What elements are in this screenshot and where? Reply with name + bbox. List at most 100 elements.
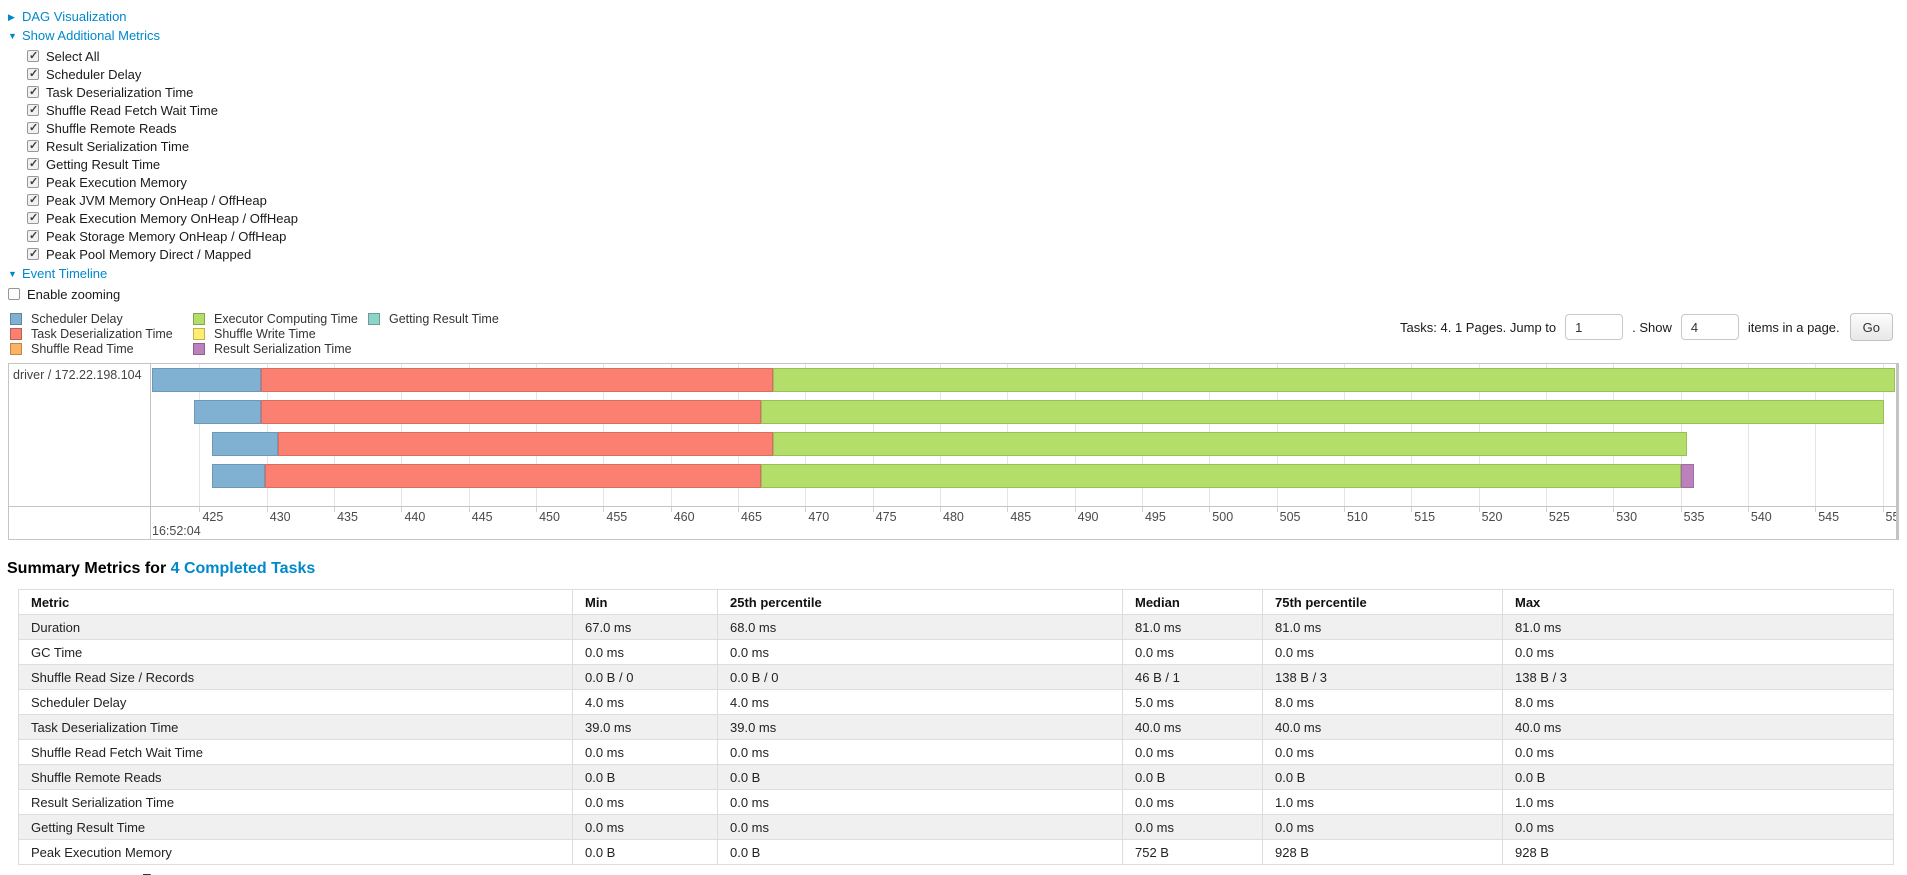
summary-value-cell: 138 B / 3 — [1502, 664, 1894, 690]
summary-value-cell: 0.0 B — [572, 839, 718, 865]
items-per-page-input[interactable] — [1680, 314, 1739, 340]
summary-value-cell: 0.0 B / 0 — [572, 664, 718, 690]
axis-tick-mark — [1613, 507, 1615, 512]
axis-tick-mark — [738, 507, 740, 512]
summary-table-row: Getting Result Time 0.0 ms 0.0 ms 0.0 ms 0.0… — [18, 814, 1894, 840]
axis-tick-mark — [1007, 507, 1009, 512]
task-segment-task-deserialization[interactable] — [265, 464, 761, 488]
summary-value-cell: 39.0 ms — [717, 714, 1123, 740]
gridline — [199, 364, 201, 506]
axis-tick-mark — [1478, 507, 1480, 512]
getting-result-swatch-icon — [368, 312, 380, 325]
metric-checkbox[interactable] — [27, 139, 39, 152]
metric-checkbox-row[interactable]: Peak Pool Memory Direct / Mapped — [27, 245, 1907, 263]
task-segment-result-serialization[interactable] — [1680, 464, 1695, 488]
axis-tick-label: 540 — [1750, 510, 1772, 524]
task-segment-executor-computing[interactable] — [773, 432, 1688, 456]
axis-tick-label: 460 — [673, 510, 695, 524]
metric-checkbox-row[interactable]: Result Serialization Time — [27, 137, 1907, 155]
metric-checkbox-row[interactable]: Shuffle Remote Reads — [27, 119, 1907, 137]
summary-value-cell: 46 B / 1 — [1122, 664, 1263, 690]
go-button[interactable]: Go — [1849, 313, 1893, 341]
task-segment-scheduler-delay[interactable] — [194, 400, 262, 424]
metric-checkbox-row[interactable]: Peak JVM Memory OnHeap / OffHeap — [27, 191, 1907, 209]
metric-checkbox-label: Peak JVM Memory OnHeap / OffHeap — [46, 192, 267, 208]
metric-checkbox-row[interactable]: Peak Execution Memory OnHeap / OffHeap — [27, 209, 1907, 227]
summary-value-cell: 0.0 ms — [1502, 739, 1894, 765]
metric-checkbox[interactable] — [27, 247, 39, 260]
metric-checkbox[interactable] — [27, 67, 39, 80]
task-segment-executor-computing[interactable] — [760, 464, 1681, 488]
jump-to-page-input[interactable] — [1565, 314, 1624, 340]
metric-checkbox-label: Shuffle Read Fetch Wait Time — [46, 102, 218, 118]
metric-checkbox[interactable] — [27, 229, 39, 242]
axis-tick-mark — [1680, 507, 1682, 512]
summary-value-cell: 0.0 ms — [572, 789, 718, 815]
summary-value-cell: 0.0 B — [717, 839, 1123, 865]
completed-tasks-link[interactable]: 4 Completed Tasks — [170, 560, 316, 577]
metric-checkbox-label: Scheduler Delay — [46, 66, 142, 82]
metric-checkbox[interactable] — [27, 157, 39, 170]
task-deserialization-swatch-icon — [10, 327, 22, 340]
task-bar-row — [151, 368, 1896, 392]
metric-checkbox-label: Getting Result Time — [46, 156, 161, 172]
axis-tick-mark — [401, 507, 403, 512]
axis-tick-label: 520 — [1481, 510, 1503, 524]
summary-value-cell: 0.0 ms — [572, 814, 718, 840]
task-segment-scheduler-delay[interactable] — [211, 432, 278, 456]
axis-tick-label: 435 — [337, 510, 358, 524]
task-bar-row — [151, 400, 1896, 424]
section-toggle-event-timeline[interactable]: ▼ Event Timeline — [8, 266, 1907, 282]
axis-base-time-label: 16:52:04 — [152, 524, 201, 538]
summary-value-cell: 8.0 ms — [1502, 689, 1894, 715]
task-segment-task-deserialization[interactable] — [277, 432, 774, 456]
enable-zooming-row[interactable]: Enable zooming — [8, 285, 1907, 303]
task-segment-task-deserialization[interactable] — [261, 368, 774, 392]
metric-checkbox[interactable] — [27, 85, 39, 98]
axis-tick-mark — [1141, 507, 1143, 512]
summary-value-cell: 0.0 B — [1262, 764, 1503, 790]
task-segment-scheduler-delay[interactable] — [152, 368, 262, 392]
metric-checkbox[interactable] — [27, 211, 39, 224]
task-pagination: Tasks: 4. 1 Pages. Jump to . Show items … — [1400, 313, 1893, 341]
axis-tick-mark — [1815, 507, 1817, 512]
metric-checkbox[interactable] — [27, 193, 39, 206]
metric-checkbox-row[interactable]: Peak Storage Memory OnHeap / OffHeap — [27, 227, 1907, 245]
enable-zooming-checkbox[interactable] — [8, 288, 20, 300]
axis-tick-mark — [199, 507, 201, 512]
task-segment-executor-computing[interactable] — [773, 368, 1895, 392]
summary-value-cell: 0.0 ms — [1122, 789, 1263, 815]
axis-tick-mark — [805, 507, 807, 512]
legend-item-result_serialization: Result Serialization Time — [193, 341, 368, 356]
metric-checkbox[interactable] — [27, 49, 39, 62]
summary-value-cell: 0.0 B — [572, 764, 718, 790]
axis-tick-label: 485 — [1010, 510, 1032, 524]
metric-checkbox-row[interactable]: Select All — [27, 47, 1907, 65]
summary-column-header: 75th percentile — [1262, 589, 1503, 615]
metric-checkbox-row[interactable]: Shuffle Read Fetch Wait Time — [27, 101, 1907, 119]
axis-tick-label: 525 — [1548, 510, 1570, 524]
metric-checkbox[interactable] — [27, 175, 39, 188]
task-segment-scheduler-delay[interactable] — [211, 464, 266, 488]
summary-table-row: Result Serialization Time 0.0 ms 0.0 ms 0.0… — [18, 789, 1894, 815]
metric-checkbox-row[interactable]: Scheduler Delay — [27, 65, 1907, 83]
summary-column-header: Metric — [18, 589, 573, 615]
summary-value-cell: 0.0 B — [1502, 764, 1894, 790]
gridline — [1747, 364, 1749, 506]
task-segment-executor-computing[interactable] — [760, 400, 1884, 424]
metric-checkbox[interactable] — [27, 103, 39, 116]
section-toggle-show-additional-metrics[interactable]: ▼ Show Additional Metrics — [8, 28, 1907, 44]
summary-value-cell: 0.0 ms — [717, 639, 1123, 665]
summary-value-cell: 0.0 ms — [572, 639, 718, 665]
metric-checkbox-row[interactable]: Getting Result Time — [27, 155, 1907, 173]
axis-tick-mark — [536, 507, 538, 512]
task-segment-task-deserialization[interactable] — [261, 400, 761, 424]
summary-value-cell: 0.0 ms — [572, 739, 718, 765]
metric-checkbox[interactable] — [27, 121, 39, 134]
metric-checkbox-row[interactable]: Peak Execution Memory — [27, 173, 1907, 191]
summary-column-header: Median — [1122, 589, 1263, 615]
summary-metric-name: Scheduler Delay — [18, 689, 573, 715]
metric-checkbox-row[interactable]: Task Deserialization Time — [27, 83, 1907, 101]
section-toggle-dag-visualization[interactable]: ▶ DAG Visualization — [8, 9, 1907, 25]
summary-table-row: Duration 67.0 ms 68.0 ms 81.0 ms 81.0 ms 81.0… — [18, 614, 1894, 640]
